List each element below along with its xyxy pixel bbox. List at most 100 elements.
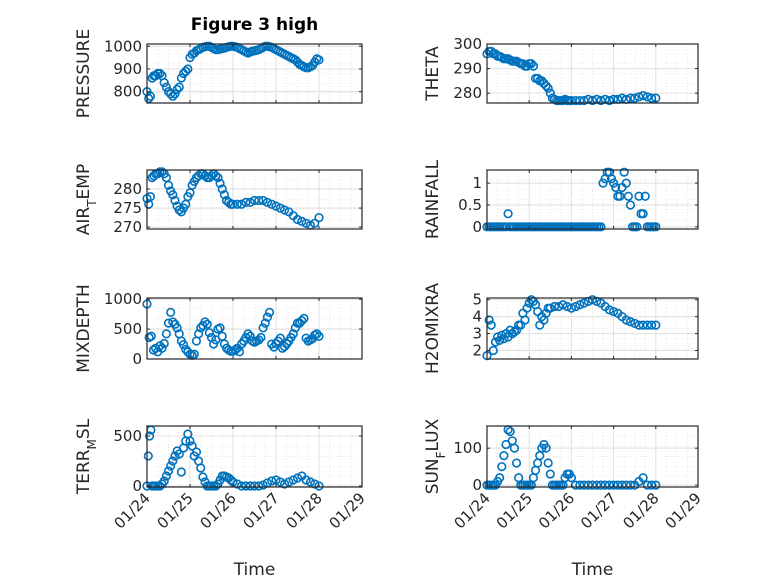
y-tick-label: 0.5 <box>458 196 482 214</box>
data-point <box>310 218 320 228</box>
x-axis-label: Time <box>571 560 614 580</box>
data-point <box>611 182 621 193</box>
axes-box <box>486 169 699 230</box>
data-point <box>596 95 606 106</box>
y-tick-label: 900 <box>113 60 142 78</box>
data-point <box>200 171 210 181</box>
data-point <box>183 64 193 74</box>
data-point <box>157 167 167 177</box>
data-point <box>217 184 227 194</box>
data-point <box>249 481 260 491</box>
subplot-middle-right: 0 0.5 1 RAINFALL <box>423 159 699 239</box>
y-tick-label: 280 <box>453 84 482 102</box>
data-point <box>608 178 619 188</box>
data-point <box>566 95 577 106</box>
data-point <box>159 338 169 349</box>
data-point <box>651 320 661 330</box>
data-point <box>174 205 184 215</box>
data-point <box>587 295 598 305</box>
data-point <box>284 477 294 487</box>
data-point <box>301 218 311 228</box>
y-tick-label: 290 <box>453 60 482 78</box>
data-point <box>168 456 178 466</box>
data-point <box>608 480 619 490</box>
data-point <box>495 473 505 483</box>
data-point <box>497 462 507 472</box>
data-point <box>543 83 553 93</box>
data-point <box>642 480 652 490</box>
data-point <box>545 303 555 313</box>
y-tick-label: 1 <box>472 174 482 192</box>
data-point <box>640 191 650 201</box>
data-point <box>211 171 221 181</box>
data-point <box>196 463 206 473</box>
data-point <box>200 317 210 327</box>
data-point <box>215 178 225 188</box>
data-point <box>583 480 593 490</box>
data-point <box>219 190 229 200</box>
subplot-top-left: 800 900 1000 PRESSURE Figure 3 high <box>74 15 363 118</box>
data-point <box>176 73 186 83</box>
y-tick-label: 500 <box>113 320 142 338</box>
y-axis-label: RAINFALL <box>423 159 443 239</box>
data-point <box>651 222 661 232</box>
data-point <box>638 320 648 330</box>
data-point <box>528 61 539 71</box>
data-point <box>495 335 505 345</box>
data-point <box>596 480 606 490</box>
data-point <box>163 318 174 328</box>
data-point <box>267 199 277 209</box>
data-point <box>617 480 627 490</box>
data-point <box>292 214 303 225</box>
data-point <box>189 349 199 359</box>
x-axis-label: Time <box>233 560 276 580</box>
subplot-title: Figure 3 high <box>191 15 319 35</box>
data-point <box>543 458 553 468</box>
data-point <box>191 447 202 457</box>
data-point <box>213 173 223 183</box>
data-point <box>245 331 255 341</box>
data-point <box>634 320 644 330</box>
y-tick-label: 0 <box>472 218 482 236</box>
data-point <box>305 477 316 487</box>
data-point <box>651 480 661 490</box>
y-tick-label: 300 <box>453 35 482 53</box>
y-tick-label: 0 <box>472 476 482 494</box>
data-point <box>646 320 657 330</box>
y-axis-label: AIRTEMP <box>74 164 99 235</box>
data-point <box>579 298 589 308</box>
axes-box <box>146 297 363 360</box>
data-point <box>642 92 652 102</box>
y-axis-label: SUNFLUX <box>423 418 448 494</box>
data-point <box>198 472 208 482</box>
data-point <box>634 92 644 102</box>
data-point <box>522 303 532 313</box>
data-point <box>526 59 536 69</box>
y-axis-label: PRESSURE <box>74 29 94 118</box>
axes-box <box>146 169 363 230</box>
data-point <box>170 195 180 206</box>
data-point <box>174 449 184 459</box>
data-point <box>587 480 598 490</box>
data-point <box>562 301 572 312</box>
data-point <box>170 451 180 461</box>
data-point <box>571 301 581 312</box>
data-point <box>621 178 631 188</box>
data-point <box>243 329 253 339</box>
data-point <box>505 426 515 437</box>
data-point <box>297 216 307 226</box>
data-point <box>509 327 520 337</box>
data-point <box>194 329 204 339</box>
data-point <box>262 197 273 207</box>
subplot-top-right: 280 290 300 THETA <box>423 35 699 106</box>
data-point <box>604 305 614 315</box>
y-tick-label: 500 <box>113 427 142 445</box>
axes-box <box>146 425 363 488</box>
data-point <box>314 212 324 223</box>
data-point <box>625 93 636 103</box>
data-point <box>249 195 260 206</box>
data-point <box>587 95 598 106</box>
y-tick-label: 800 <box>113 83 142 101</box>
subplot-lower-left: 0 500 1000 MIXDEPTH <box>74 284 363 373</box>
